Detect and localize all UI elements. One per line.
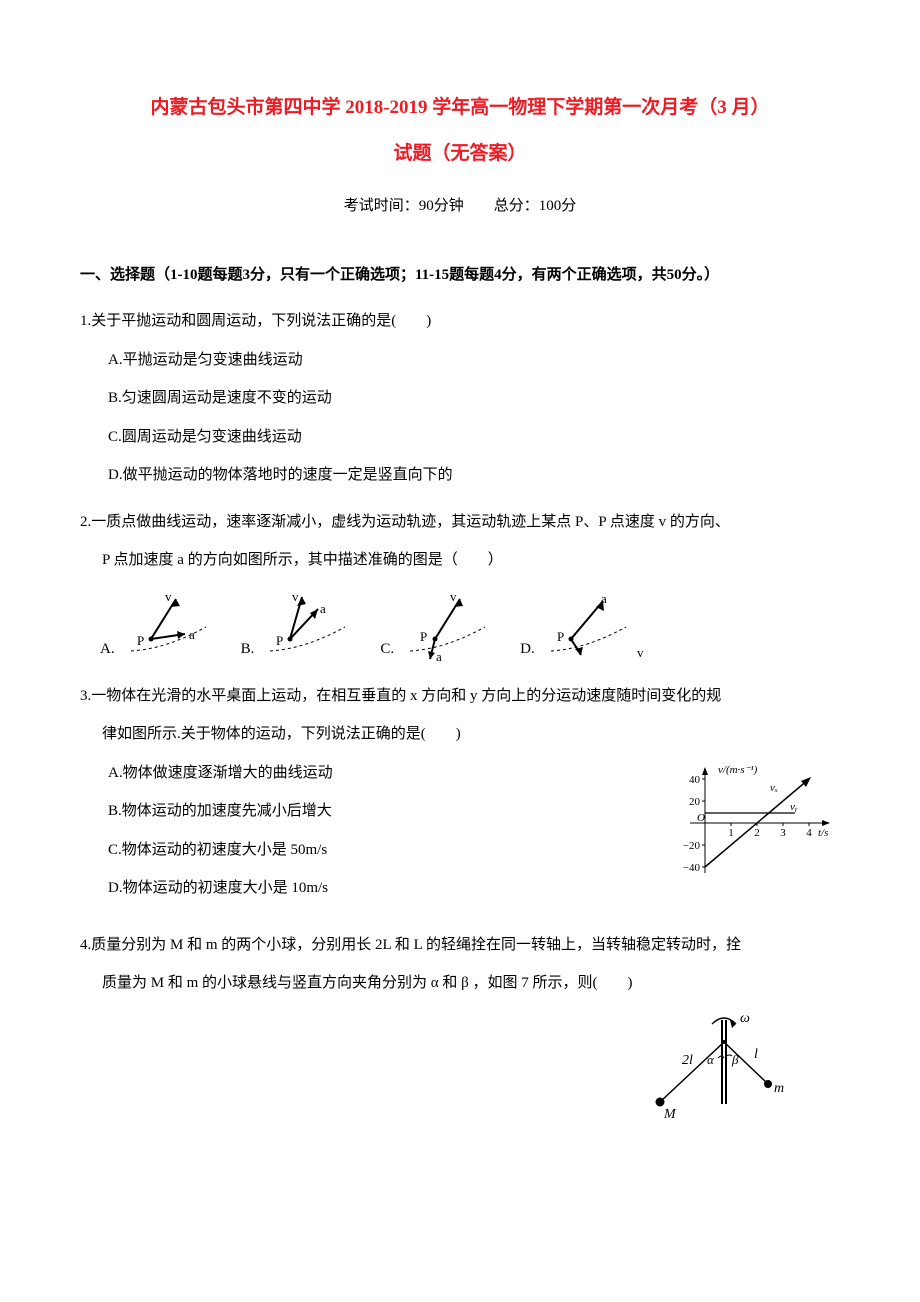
q2-svg-b: v a P [260,589,370,664]
svg-text:l: l [754,1047,758,1062]
q2-figure-a: A. v a P [100,589,231,664]
q3-chart-svg: 40 20 −20 −40 1 2 3 4 O v/(m·s⁻¹) t/s [670,763,840,883]
svg-text:m: m [774,1081,784,1096]
q1-stem: 1.关于平抛运动和圆周运动，下列说法正确的是( ) [80,307,840,336]
q3-options: A.物体做速度逐渐增大的曲线运动 B.物体运动的加速度先减小后增大 C.物体运动… [80,759,652,913]
question-4: 4.质量分别为 M 和 m 的两个小球，分别用长 2L 和 L 的轻绳拴在同一转… [80,931,840,1128]
question-1: 1.关于平抛运动和圆周运动，下列说法正确的是( ) A.平抛运动是匀变速曲线运动… [80,307,840,490]
svg-text:P: P [137,633,144,648]
svg-text:P: P [276,633,283,648]
q3-option-c: C.物体运动的初速度大小是 50m/s [108,836,652,865]
q3-option-b: B.物体运动的加速度先减小后增大 [108,797,652,826]
svg-text:ω: ω [740,1011,750,1026]
svg-text:O: O [697,812,705,824]
q4-stem-1: 4.质量分别为 M 和 m 的两个小球，分别用长 2L 和 L 的轻绳拴在同一转… [80,931,840,960]
svg-text:vᵧ: vᵧ [790,801,798,813]
svg-text:vₓ: vₓ [770,782,778,794]
svg-text:M: M [663,1107,677,1122]
q1-option-a: A.平抛运动是匀变速曲线运动 [108,346,840,375]
svg-text:a: a [320,601,326,616]
q1-option-c: C.圆周运动是匀变速曲线运动 [108,423,840,452]
svg-text:a: a [601,591,607,606]
q2-label-a: A. [100,635,115,664]
svg-text:1: 1 [728,827,734,839]
q4-diagram-svg: ω 2l M l m α β [640,1008,800,1128]
svg-text:v: v [165,589,172,604]
q3-chart: 40 20 −20 −40 1 2 3 4 O v/(m·s⁻¹) t/s [670,763,840,883]
q4-stem-2: 质量为 M 和 m 的小球悬线与竖直方向夹角分别为 α 和 β ，如图 7 所示… [80,969,840,998]
svg-text:2: 2 [754,827,760,839]
q2-figure-b: B. v a P [241,589,371,664]
svg-text:v/(m·s⁻¹): v/(m·s⁻¹) [718,764,758,776]
svg-text:−40: −40 [683,862,701,874]
q2-label-d: D. [520,635,535,664]
q2-label-b: B. [241,635,255,664]
svg-text:β: β [731,1052,739,1067]
q1-option-d: D.做平抛运动的物体落地时的速度一定是竖直向下的 [108,461,840,490]
q4-diagram: ω 2l M l m α β [640,1008,800,1128]
svg-text:40: 40 [689,774,701,786]
q2-stem-2: P 点加速度 a 的方向如图所示，其中描述准确的图是（ ） [80,546,840,575]
q2-svg-c: v a P [400,589,510,664]
q2-svg-d: a P v [541,589,661,664]
svg-text:2l: 2l [682,1053,693,1068]
q1-option-b: B.匀速圆周运动是速度不变的运动 [108,384,840,413]
q3-stem-1: 3.一物体在光滑的水平桌面上运动，在相互垂直的 x 方向和 y 方向上的分运动速… [80,682,840,711]
svg-text:P: P [420,629,427,644]
q3-stem-2: 律如图所示.关于物体的运动，下列说法正确的是( ) [80,720,840,749]
document-title-line1: 内蒙古包头市第四中学 2018-2019 学年高一物理下学期第一次月考（3 月） [80,90,840,126]
svg-text:−20: −20 [683,840,701,852]
svg-text:3: 3 [780,827,786,839]
svg-text:t/s: t/s [818,827,828,839]
q2-figure-c: C. v a P [380,589,510,664]
svg-text:v: v [637,645,644,660]
q2-figures: A. v a P B. v a [100,589,840,664]
svg-text:a: a [436,649,442,664]
document-title-line2: 试题（无答案） [80,136,840,172]
q3-option-d: D.物体运动的初速度大小是 10m/s [108,874,652,903]
question-2: 2.一质点做曲线运动，速率逐渐减小，虚线为运动轨迹，其运动轨迹上某点 P、P 点… [80,508,840,664]
section-header: 一、选择题（1-10题每题3分，只有一个正确选项；11-15题每题4分，有两个正… [80,261,840,290]
svg-text:4: 4 [806,827,812,839]
svg-text:a: a [189,627,195,642]
q3-option-a: A.物体做速度逐渐增大的曲线运动 [108,759,652,788]
q2-figure-d: D. a P v [520,589,661,664]
exam-info: 考试时间：90分钟 总分：100分 [80,192,840,221]
svg-text:P: P [557,629,564,644]
q2-svg-a: v a P [121,589,231,664]
svg-text:α: α [707,1052,715,1067]
svg-text:v: v [292,589,299,604]
q2-stem-1: 2.一质点做曲线运动，速率逐渐减小，虚线为运动轨迹，其运动轨迹上某点 P、P 点… [80,508,840,537]
q2-label-c: C. [380,635,394,664]
svg-text:v: v [450,589,457,604]
question-3: 3.一物体在光滑的水平桌面上运动，在相互垂直的 x 方向和 y 方向上的分运动速… [80,682,840,913]
svg-text:20: 20 [689,796,701,808]
q1-options: A.平抛运动是匀变速曲线运动 B.匀速圆周运动是速度不变的运动 C.圆周运动是匀… [80,346,840,490]
